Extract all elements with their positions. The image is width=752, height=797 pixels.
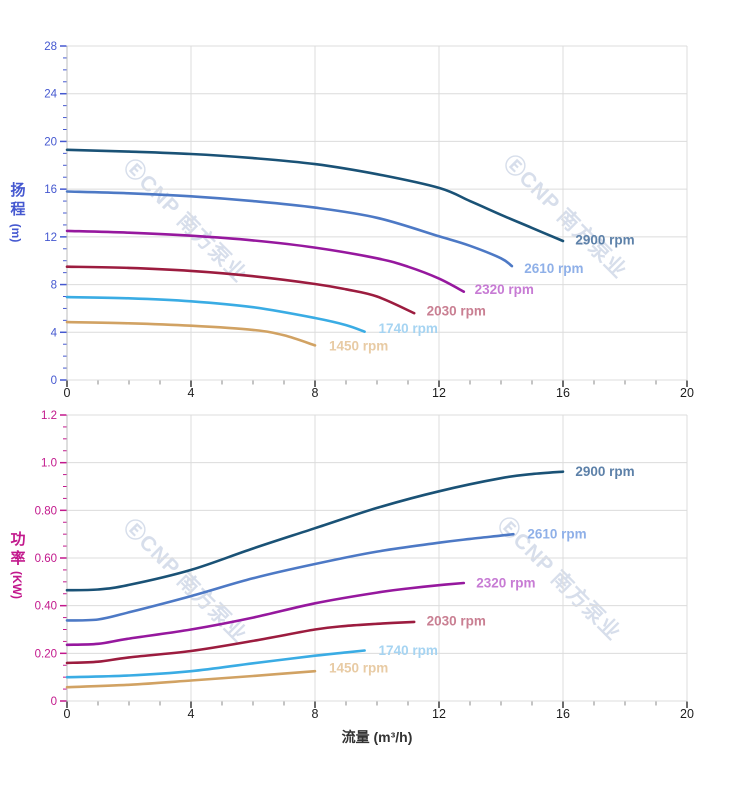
curve-label-1450-rpm: 1450 rpm — [329, 339, 388, 354]
curve-label-2900-rpm: 2900 rpm — [575, 464, 634, 479]
x-tick-label: 20 — [680, 386, 694, 400]
y-tick-label: 0.20 — [35, 648, 57, 660]
y-tick-label: 0.80 — [35, 505, 57, 517]
x-tick-label: 0 — [64, 707, 71, 721]
curve-1740-rpm — [65, 649, 366, 679]
y-tick-label: 8 — [51, 280, 57, 292]
x-tick-label: 8 — [312, 707, 319, 721]
curve-2030-rpm — [65, 265, 416, 315]
curve-label-2610-rpm: 2610 rpm — [524, 261, 583, 276]
x-tick-label: 4 — [188, 386, 195, 400]
x-tick-label: 16 — [556, 707, 570, 721]
y-tick-label: 20 — [44, 136, 57, 148]
curve-2610-rpm — [65, 190, 514, 268]
y-tick-label: 4 — [51, 327, 58, 339]
curve-label-1740-rpm: 1740 rpm — [379, 643, 438, 658]
curve-label-1450-rpm: 1450 rpm — [329, 661, 388, 676]
curve-label-2320-rpm: 2320 rpm — [475, 282, 534, 297]
y-tick-label: 1.2 — [41, 410, 57, 422]
x-tick-label: 12 — [432, 707, 446, 721]
x-tick-label: 0 — [64, 386, 71, 400]
x-tick-label: 4 — [188, 707, 195, 721]
curve-2320-rpm — [65, 581, 466, 647]
curve-2610-rpm — [65, 532, 515, 622]
y-tick-label: 0.60 — [35, 553, 57, 565]
curve-label-1740-rpm: 1740 rpm — [379, 321, 438, 336]
y-tick-label: 0 — [51, 375, 57, 387]
curve-2030-rpm — [65, 620, 416, 665]
x-tick-label: 16 — [556, 386, 570, 400]
y-tick-label: 28 — [44, 41, 57, 53]
y-tick-label: 12 — [44, 232, 57, 244]
curve-label-2610-rpm: 2610 rpm — [527, 527, 586, 542]
curve-2900-rpm — [65, 470, 565, 592]
power-axis-title: 功率 — [10, 531, 26, 567]
y-tick-label: 0.40 — [35, 601, 57, 613]
power-flow-chart: 0 0.20 0.40 0.60 0.80 1.0 1.2 0 4 8 12 16 20 2900 rpm… — [35, 410, 694, 721]
x-tick-label: 12 — [432, 386, 446, 400]
y-tick-label: 24 — [44, 89, 57, 101]
curve-1740-rpm — [65, 295, 366, 333]
power-axis-unit: (KW) — [10, 571, 24, 599]
curve-label-2030-rpm: 2030 rpm — [427, 614, 486, 629]
x-tick-label: 8 — [312, 386, 319, 400]
head-axis-title: 扬程 — [10, 182, 26, 218]
curve-1450-rpm — [65, 320, 317, 347]
y-tick-label: 0 — [51, 696, 57, 708]
curve-1450-rpm — [65, 669, 317, 689]
curve-label-2030-rpm: 2030 rpm — [427, 303, 486, 318]
head-flow-chart: 0 4 8 12 16 20 24 28 0 4 8 12 16 20 2900 rpm 2610 rpm 23… — [44, 41, 694, 400]
curve-label-2900-rpm: 2900 rpm — [575, 232, 634, 247]
y-tick-label: 1.0 — [41, 458, 57, 470]
y-tick-label: 16 — [44, 184, 57, 196]
flow-axis-title: 流量 (m³/h) — [341, 729, 413, 745]
x-tick-label: 20 — [680, 707, 694, 721]
head-axis-unit: (m) — [9, 223, 23, 243]
curve-label-2320-rpm: 2320 rpm — [476, 576, 535, 591]
curve-2900-rpm — [65, 148, 565, 243]
curve-2320-rpm — [65, 229, 466, 293]
